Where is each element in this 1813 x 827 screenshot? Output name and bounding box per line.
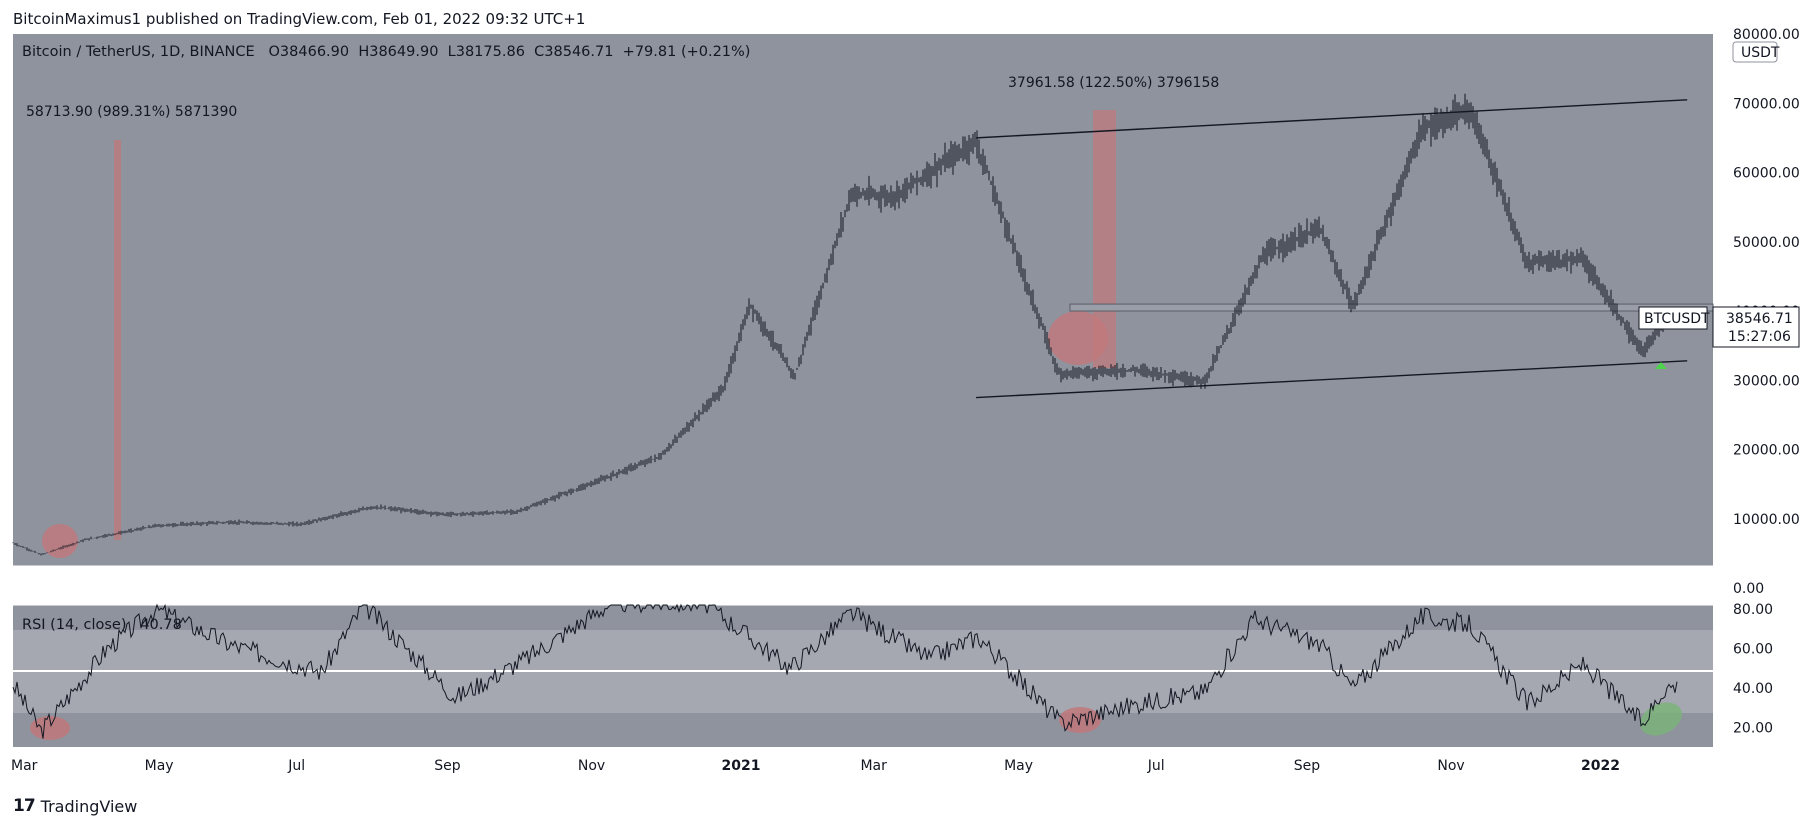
- price-axis-tick: 60000.00: [1733, 166, 1800, 182]
- tradingview-logo[interactable]: 17 TradingView: [13, 796, 137, 816]
- price-axis-tick: 10000.00: [1733, 512, 1800, 528]
- rsi-axis-tick: 60.00: [1733, 641, 1773, 657]
- measure-label-1: 58713.90 (989.31%) 5871390: [26, 104, 237, 120]
- price-pane-bg: [13, 34, 1713, 566]
- high-value: 38649.90: [369, 44, 439, 60]
- time-axis-tick: May: [1004, 758, 1033, 774]
- highlight-ellipse-may-2021[interactable]: [1048, 311, 1108, 365]
- highlight-ellipse-march-2020[interactable]: [42, 524, 78, 558]
- tradingview-logo-icon: 17: [13, 796, 36, 816]
- price-tag-value-box: [1712, 306, 1800, 348]
- high-label: H: [358, 44, 370, 60]
- time-axis-tick: Mar: [860, 758, 887, 774]
- price-axis-tick: 30000.00: [1733, 373, 1800, 389]
- rsi-axis-tick: 20.00: [1733, 720, 1773, 736]
- time-axis-tick: Mar: [11, 758, 38, 774]
- time-axis-tick: Jul: [287, 758, 305, 774]
- time-axis-tick: Sep: [434, 758, 461, 774]
- currency-badge[interactable]: USDT: [1741, 45, 1780, 61]
- symbol-title[interactable]: Bitcoin / TetherUS, 1D, BINANCE: [22, 44, 255, 60]
- change-value: +79.81 (+0.21%): [622, 44, 751, 60]
- price-tag-value: 38546.71: [1726, 311, 1793, 327]
- rsi-label: RSI (14, close): [22, 617, 127, 633]
- channel-lower-line[interactable]: [976, 360, 1688, 399]
- rsi-axis-tick: 40.00: [1733, 681, 1773, 697]
- measure-label-2: 37961.58 (122.50%) 3796158: [1008, 75, 1219, 91]
- price-axis-tick: 50000.00: [1733, 235, 1800, 251]
- time-axis-tick: May: [145, 758, 174, 774]
- channel-upper-line[interactable]: [976, 99, 1688, 139]
- rsi-value: 40.78: [140, 617, 182, 633]
- price-axis-tick: 0.00: [1733, 581, 1764, 597]
- time-axis-tick: 2022: [1581, 758, 1620, 774]
- low-value: 38175.86: [455, 44, 525, 60]
- price-axis-tick: 70000.00: [1733, 96, 1800, 112]
- publish-caption: BitcoinMaximus1 published on TradingView…: [13, 10, 586, 28]
- time-axis-tick: Sep: [1294, 758, 1321, 774]
- chart-legend-header: Bitcoin / TetherUS, 1D, BINANCE O38466.9…: [22, 44, 750, 60]
- time-axis-tick: Jul: [1147, 758, 1165, 774]
- price-tag-symbol: BTCUSDT: [1644, 311, 1710, 327]
- price-tag-symbol-box: [1638, 306, 1708, 330]
- rsi-highlight-ellipse-1[interactable]: [30, 716, 70, 740]
- close-value: 38546.71: [544, 44, 614, 60]
- low-label: L: [447, 44, 456, 60]
- time-axis-tick: 2021: [722, 758, 761, 774]
- time-axis-tick: Nov: [1437, 758, 1464, 774]
- tradingview-brand: TradingView: [40, 796, 138, 816]
- open-label: O: [268, 44, 280, 60]
- measure-bar-1[interactable]: [114, 140, 121, 540]
- currency-badge-box: [1732, 41, 1778, 63]
- close-label: C: [534, 44, 545, 60]
- open-value: 38466.90: [279, 44, 350, 60]
- rsi-axis-tick: 80.00: [1733, 602, 1773, 618]
- rsi-line: [12, 603, 1678, 739]
- price-axis-tick: 20000.00: [1733, 443, 1800, 459]
- price-tag-countdown: 15:27:06: [1728, 329, 1791, 345]
- rsi-legend[interactable]: RSI (14, close) 40.78: [22, 617, 182, 633]
- price-axis-tick: 80000.00: [1733, 27, 1800, 43]
- time-axis-tick: Nov: [578, 758, 605, 774]
- buy-arrow-icon[interactable]: [1655, 362, 1667, 369]
- measure-bar-2[interactable]: [1093, 110, 1116, 368]
